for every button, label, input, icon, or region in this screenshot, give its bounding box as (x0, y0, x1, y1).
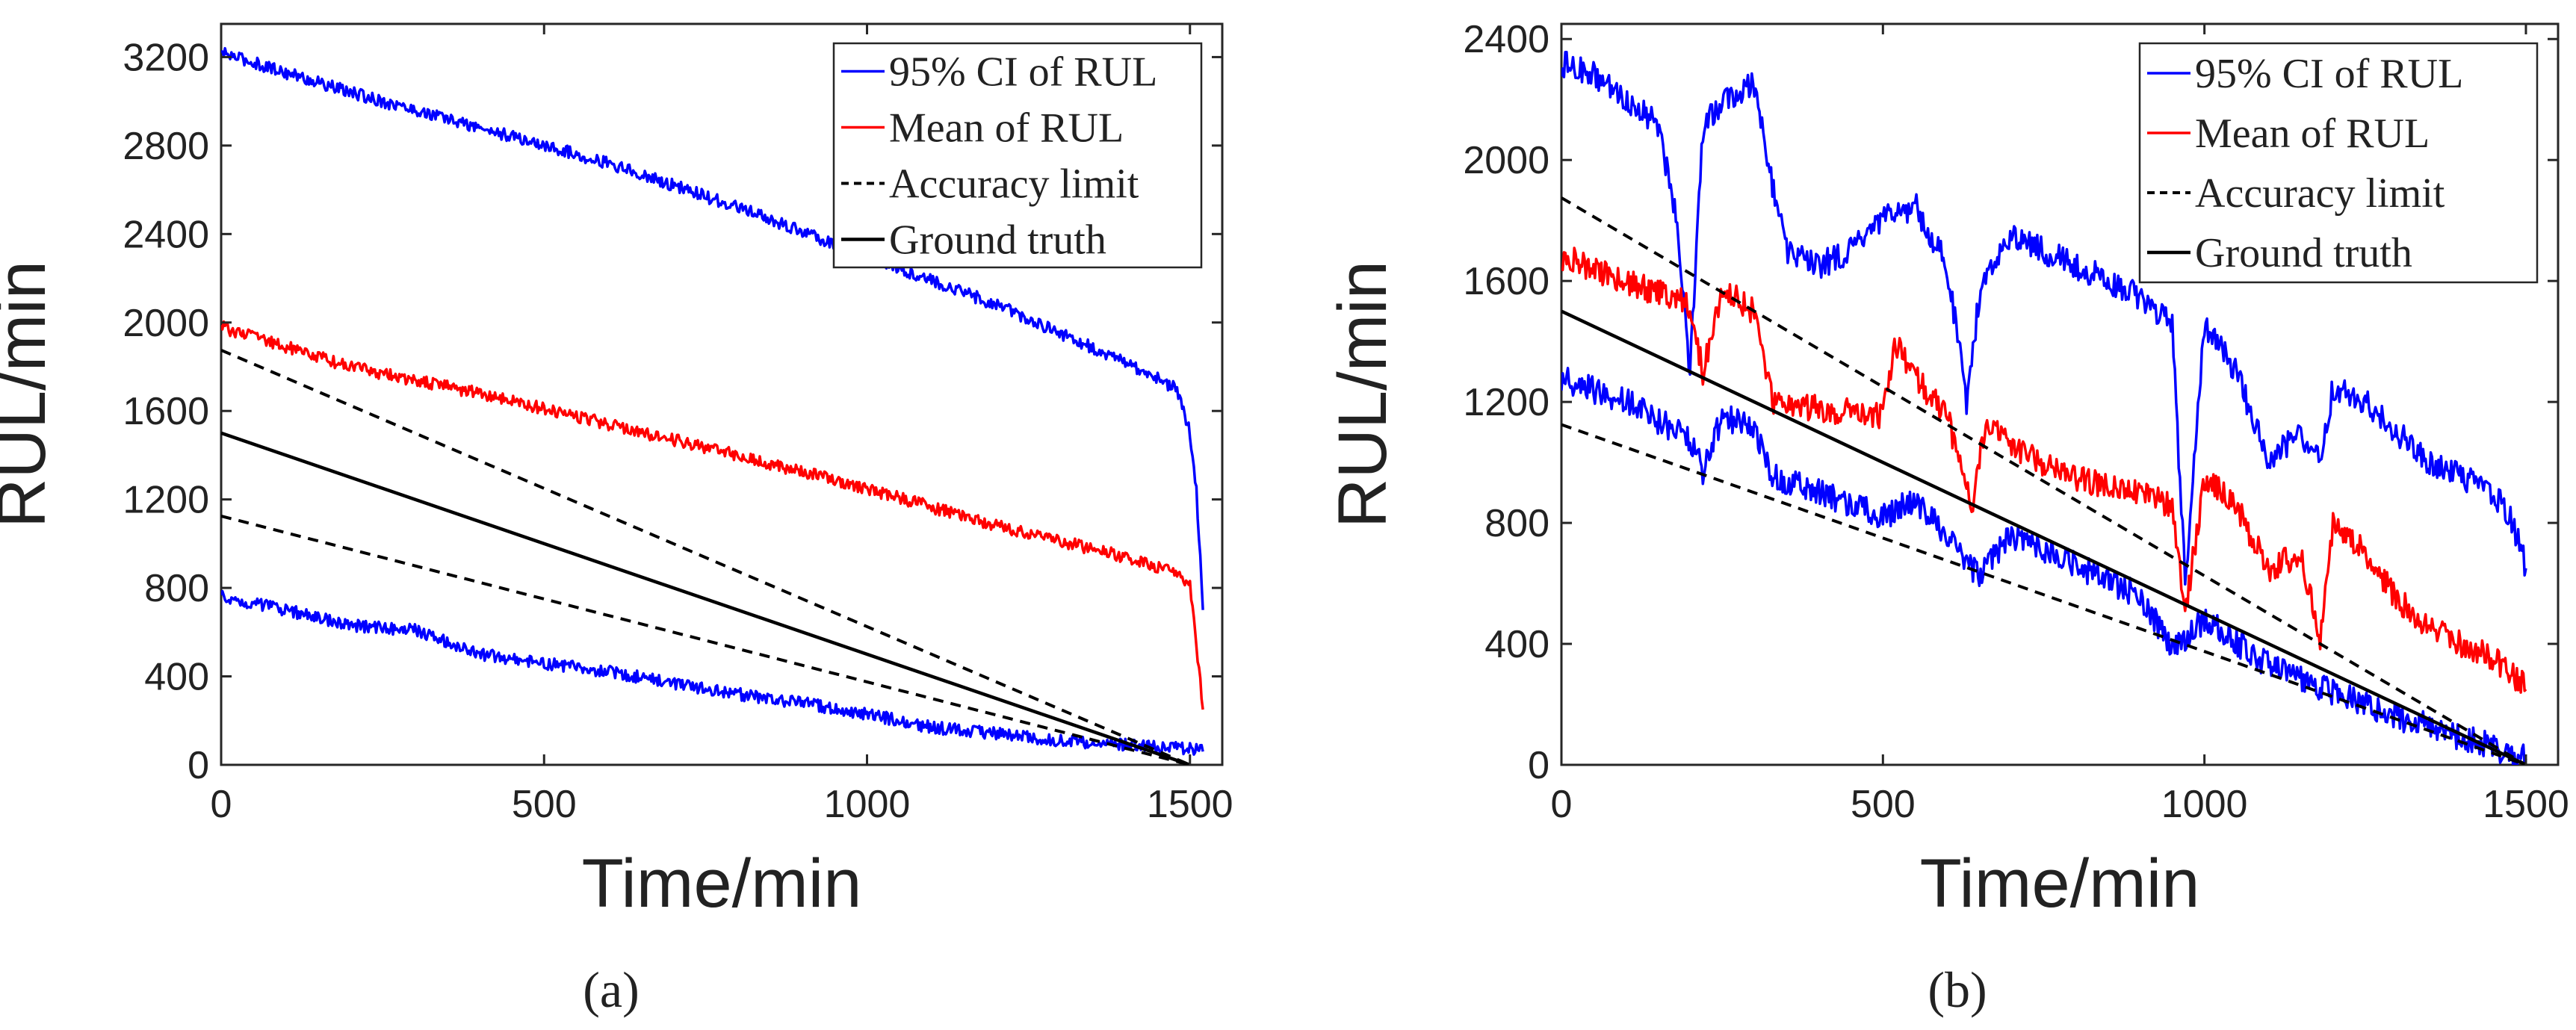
legend-label-truth: Ground truth (2195, 230, 2412, 276)
plot-area-frame (220, 22, 1224, 766)
y-axis-label: RUL/min (1325, 261, 1401, 528)
series-line-accuracy-4 (221, 514, 1191, 765)
x-tick-label: 1000 (824, 783, 911, 826)
y-tick-label: 1600 (123, 390, 209, 433)
x-tick-label: 0 (211, 783, 232, 826)
series-line-ci-0 (1561, 50, 2527, 586)
y-tick-label: 1200 (1463, 381, 1549, 424)
y-tick-label: 800 (144, 567, 209, 610)
chart-panel-a: 0 500 1000 1500 0 400 800 1200 1600 2000 2400 2800 3… (0, 22, 1233, 1018)
y-tick-label: 800 (1484, 502, 1549, 545)
legend-label-accuracy: Accuracy limit (2195, 170, 2445, 217)
legend: 95% CI of RUL Mean of RUL Accuracy limit Gr… (832, 42, 1203, 269)
x-axis-label: Time/min (582, 846, 862, 922)
y-tick-label: 0 (1528, 744, 1549, 787)
legend-box (2138, 42, 2539, 284)
legend-label-truth: Ground truth (889, 217, 1106, 264)
y-tick-label: 2400 (123, 213, 209, 256)
chart-panel-b: 0 500 1000 1500 0 400 800 1200 1600 2000 2400 Time/… (1325, 18, 2569, 1018)
y-tick-label: 1600 (1463, 260, 1549, 303)
series-line-accuracy-3 (221, 348, 1191, 765)
plot-area-frame (1560, 22, 2560, 766)
legend-label-mean: Mean of RUL (889, 105, 1124, 152)
series-line-ci-0 (221, 46, 1204, 610)
y-tick-label: 400 (144, 656, 209, 699)
series-line-ci-1 (221, 589, 1204, 756)
series-line-accuracy-4 (1561, 423, 2527, 765)
x-tick-label: 0 (1551, 783, 1573, 826)
x-tick-label: 500 (1851, 783, 1916, 826)
legend-label-accuracy: Accuracy limit (889, 161, 1139, 208)
x-tick-label: 500 (512, 783, 577, 826)
x-tick-label: 1500 (1147, 783, 1233, 826)
x-tick-label: 1500 (2483, 783, 2569, 826)
legend-box (832, 42, 1203, 269)
plot-series (221, 46, 1204, 765)
x-tick-label: 1000 (2161, 783, 2248, 826)
series-line-ci-1 (1561, 367, 2527, 765)
y-tick-label: 2000 (1463, 139, 1549, 182)
x-axis-label: Time/min (1920, 846, 2200, 922)
y-tick-label: 0 (188, 744, 209, 787)
y-tick-label: 2800 (123, 125, 209, 168)
legend-label-ci: 95% CI of RUL (889, 49, 1157, 96)
legend: 95% CI of RUL Mean of RUL Accuracy limit Gr… (2138, 42, 2539, 284)
panel-caption: (a) (583, 961, 639, 1018)
legend-label-ci: 95% CI of RUL (2195, 51, 2463, 97)
y-axis-label: RUL/min (0, 261, 60, 528)
y-tick-label: 400 (1484, 623, 1549, 666)
y-tick-label: 3200 (123, 36, 209, 79)
y-tick-label: 2400 (1463, 18, 1549, 61)
series-line-truth-5 (1561, 309, 2527, 765)
legend-label-mean: Mean of RUL (2195, 111, 2430, 157)
y-tick-label: 2000 (123, 302, 209, 345)
panel-caption: (b) (1928, 961, 1987, 1018)
series-line-truth-5 (221, 431, 1191, 765)
plot-series (1561, 50, 2527, 765)
y-tick-label: 1200 (123, 479, 209, 522)
series-line-mean-2 (1561, 246, 2527, 694)
series-line-accuracy-3 (1561, 196, 2527, 765)
series-line-mean-2 (221, 320, 1204, 710)
